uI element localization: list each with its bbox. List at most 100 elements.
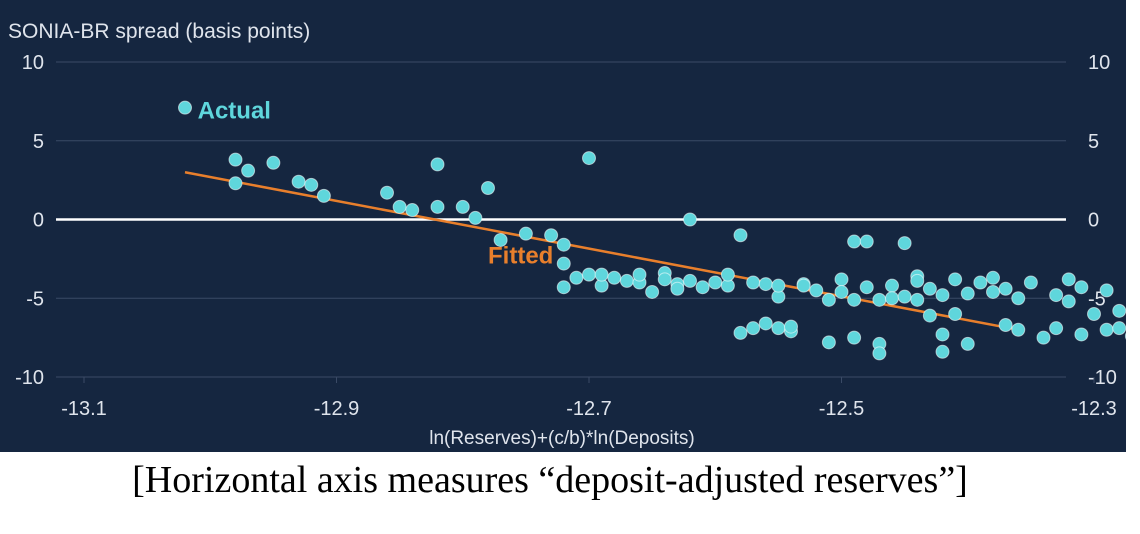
data-point — [960, 286, 975, 301]
data-point — [178, 100, 192, 115]
data-point — [1112, 321, 1126, 336]
data-point — [645, 284, 660, 299]
data-point — [847, 292, 862, 307]
data-point — [986, 270, 1000, 285]
data-point — [582, 267, 596, 282]
data-point — [481, 181, 495, 195]
data-point — [594, 267, 609, 282]
x-tick-label: -12.7 — [566, 398, 612, 420]
data-point — [1099, 322, 1114, 337]
data-point — [241, 163, 256, 178]
data-point — [948, 272, 963, 287]
data-point — [518, 226, 533, 241]
data-point — [1099, 283, 1114, 298]
data-point — [392, 199, 407, 214]
data-point — [556, 256, 571, 271]
data-point — [291, 174, 306, 189]
data-point — [935, 288, 950, 303]
data-point — [657, 272, 672, 287]
data-point — [784, 319, 798, 334]
data-point — [380, 185, 394, 200]
data-point — [1087, 307, 1101, 321]
chart-background — [0, 0, 1126, 452]
data-point — [569, 270, 584, 285]
data-point — [998, 281, 1013, 296]
data-point — [733, 228, 748, 243]
data-point — [1023, 275, 1038, 290]
fitted-annotation: Fitted — [488, 243, 553, 270]
actual-series — [178, 100, 1126, 361]
data-point — [405, 203, 420, 218]
data-point — [796, 278, 811, 293]
x-tick-label: -13.1 — [61, 398, 107, 420]
data-point — [771, 278, 786, 293]
data-point — [430, 199, 445, 214]
data-point — [1061, 294, 1076, 309]
data-point — [683, 273, 697, 288]
actual-annotation: Actual — [198, 98, 271, 125]
data-point — [847, 330, 862, 345]
data-point — [556, 280, 571, 295]
y-axis-label: SONIA-BR spread (basis points) — [8, 20, 310, 43]
data-point — [1124, 332, 1126, 340]
data-point — [948, 307, 963, 321]
data-point — [746, 275, 761, 290]
data-point — [834, 272, 849, 287]
data-point — [771, 321, 786, 336]
x-tick-label: -12.5 — [819, 398, 865, 420]
data-point — [986, 284, 1000, 299]
data-point — [266, 155, 281, 170]
data-point — [1074, 327, 1089, 342]
data-point — [607, 270, 622, 285]
scatter-chart: 10 10 5 5 0 0 -5 -5 -10 -10 -13.1 -12.9 -12.7 -12.5 -1… — [0, 0, 1126, 452]
y-tick-label-right: 0 — [1088, 210, 1099, 232]
data-point — [1049, 321, 1064, 336]
data-point — [960, 336, 975, 351]
figure-caption: [Horizontal axis measures “deposit-adjus… — [132, 459, 968, 501]
data-point — [1011, 322, 1026, 337]
data-point — [834, 284, 849, 299]
y-tick-label-left: -10 — [15, 367, 44, 389]
x-axis-label: ln(Reserves)+(c/b)*ln(Deposits) — [429, 428, 695, 449]
data-point — [468, 210, 483, 225]
data-point — [304, 177, 319, 192]
y-tick-label-right: -10 — [1088, 367, 1117, 389]
data-point — [872, 346, 887, 361]
y-tick-label-left: 5 — [33, 131, 44, 153]
y-tick-label-left: -5 — [26, 288, 44, 310]
data-point — [998, 318, 1013, 333]
x-tick-label: -12.3 — [1071, 398, 1117, 420]
data-point — [228, 152, 243, 167]
data-point — [720, 267, 735, 282]
data-point — [910, 292, 925, 307]
data-point — [821, 292, 836, 307]
data-point — [973, 275, 988, 290]
data-point — [1049, 288, 1064, 303]
data-point — [859, 234, 874, 249]
data-point — [695, 280, 710, 295]
chart-svg: 10 105 50 0-5 -5-10 -10-13.1 -12.9 -12.7 -12.5 -1… — [0, 0, 1126, 452]
y-tick-label-right: 10 — [1088, 52, 1110, 74]
data-point — [493, 232, 508, 247]
data-point — [897, 236, 912, 251]
data-point — [316, 188, 331, 203]
y-tick-label-left: 0 — [33, 210, 44, 232]
x-tick-label: -12.9 — [314, 398, 360, 420]
data-point — [1112, 303, 1126, 318]
data-point — [885, 291, 899, 306]
data-point — [670, 281, 685, 296]
data-point — [935, 344, 950, 359]
data-point — [859, 280, 874, 295]
data-point — [430, 157, 445, 172]
data-point — [544, 228, 559, 243]
data-point — [1036, 330, 1051, 345]
labels: SONIA-BR spread (basis points) ln(Reserv… — [8, 20, 695, 449]
data-point — [619, 273, 634, 288]
data-point — [758, 316, 773, 331]
data-point — [746, 321, 761, 336]
data-point — [582, 151, 596, 166]
data-point — [632, 267, 647, 282]
data-point — [809, 283, 824, 298]
data-point — [1011, 291, 1026, 306]
data-point — [1061, 272, 1076, 287]
